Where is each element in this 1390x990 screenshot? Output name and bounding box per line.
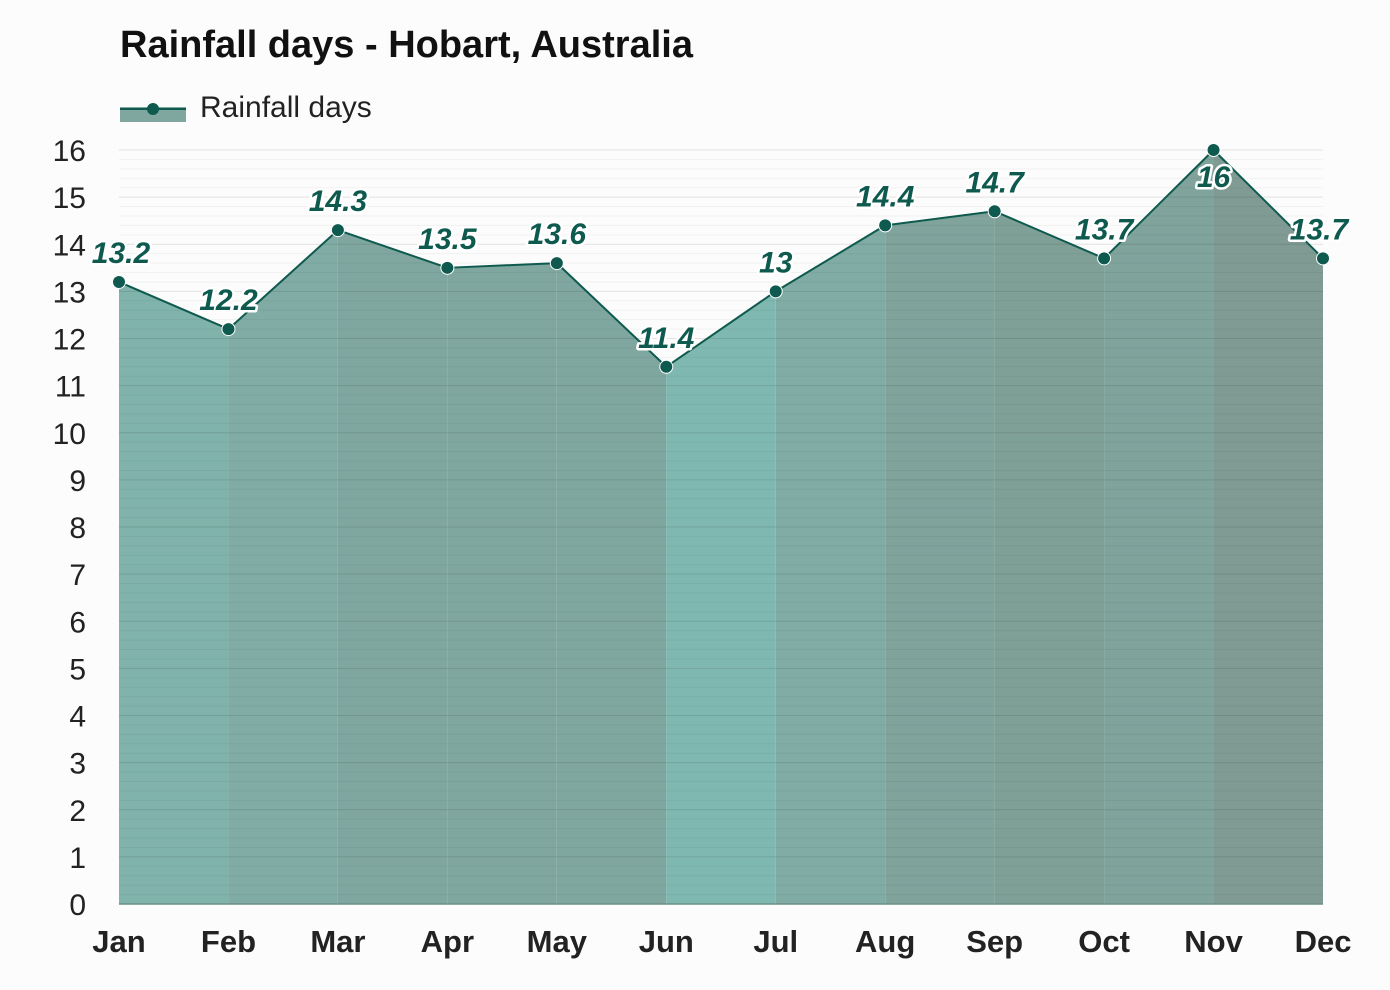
data-label-aug: 14.4 (856, 180, 915, 213)
data-label-oct: 13.7 (1075, 213, 1135, 246)
data-points (112, 143, 1330, 374)
area-band-nov (1213, 150, 1323, 904)
area-band-oct (1104, 150, 1214, 904)
data-point-may[interactable] (549, 256, 564, 271)
data-label-nov: 16 (1197, 161, 1231, 194)
y-tick-label: 10 (53, 418, 86, 451)
x-tick-label: Sep (966, 924, 1023, 959)
x-tick-label: Jan (92, 924, 145, 959)
area-band-jun (666, 291, 776, 904)
y-tick-label: 5 (69, 653, 86, 686)
y-tick-label: 16 (53, 135, 86, 168)
data-point-nov[interactable] (1206, 143, 1221, 157)
y-tick-label: 3 (69, 748, 86, 781)
y-tick-label: 14 (53, 229, 86, 262)
grid-lines (119, 149, 1323, 905)
data-label-mar: 14.3 (309, 185, 368, 218)
y-tick-label: 7 (69, 559, 86, 592)
area-band-jul (775, 225, 886, 904)
area-band-apr (447, 263, 557, 905)
x-tick-label: Apr (421, 924, 474, 959)
area-bands (119, 150, 1323, 905)
x-tick-label: Oct (1078, 924, 1130, 959)
y-tick-label: 6 (69, 606, 86, 639)
area-band-jan (119, 281, 229, 904)
y-tick-label: 1 (69, 842, 86, 875)
y-tick-label: 8 (69, 512, 86, 545)
area-band-mar (337, 230, 448, 905)
y-tick-label: 0 (69, 889, 86, 922)
legend-swatch-icon (120, 90, 186, 126)
data-point-jul[interactable] (768, 284, 783, 299)
area-band-aug (885, 211, 995, 904)
data-point-sep[interactable] (987, 204, 1002, 219)
area-band-may (556, 263, 667, 905)
data-label-sep: 14.7 (965, 166, 1025, 199)
x-tick-label: Aug (855, 924, 915, 959)
data-label-may: 13.6 (528, 218, 587, 251)
x-tick-label: Jul (753, 924, 798, 959)
chart-title: Rainfall days - Hobart, Australia (120, 24, 693, 66)
y-tick-label: 15 (53, 182, 86, 215)
data-labels: 13.2 12.2 14.3 13.5 13.6 11.4 13 14.4 14.7 13.7 16… (89, 159, 1352, 358)
x-tick-label: May (527, 924, 588, 959)
y-tick-label: 2 (69, 795, 86, 828)
x-axis: Jan Feb Mar Apr May Jun Jul Aug Sep Oct Nov Dec (92, 924, 1351, 959)
data-point-mar[interactable] (330, 223, 345, 238)
data-point-apr[interactable] (440, 260, 455, 275)
legend-label: Rainfall days (200, 91, 372, 124)
area-band-feb (228, 230, 338, 905)
y-tick-label: 12 (53, 324, 86, 357)
y-tick-label: 11 (55, 371, 86, 404)
y-tick-label: 9 (69, 465, 86, 498)
data-label-jul: 13 (759, 246, 793, 279)
series-line (118, 149, 1324, 368)
x-tick-label: Feb (201, 924, 256, 959)
x-tick-label: Nov (1184, 924, 1243, 959)
data-point-feb[interactable] (221, 322, 236, 337)
y-tick-label: 4 (69, 701, 86, 734)
data-label-jun: 11.4 (638, 322, 694, 355)
data-label-dec: 13.7 (1290, 213, 1350, 246)
x-tick-label: Dec (1295, 924, 1352, 959)
data-point-aug[interactable] (878, 218, 893, 233)
data-point-jan[interactable] (112, 274, 126, 289)
legend[interactable]: Rainfall days (120, 86, 372, 130)
data-label-feb: 12.2 (199, 284, 258, 317)
data-point-oct[interactable] (1097, 251, 1112, 266)
data-label-apr: 13.5 (418, 223, 478, 256)
data-point-dec[interactable] (1316, 251, 1330, 266)
data-label-jan: 13.2 (92, 237, 151, 270)
data-point-jun[interactable] (659, 359, 674, 374)
x-tick-label: Jun (639, 924, 694, 959)
area-band-sep (994, 211, 1105, 904)
y-tick-label: 13 (53, 276, 86, 309)
x-tick-label: Mar (310, 924, 365, 959)
